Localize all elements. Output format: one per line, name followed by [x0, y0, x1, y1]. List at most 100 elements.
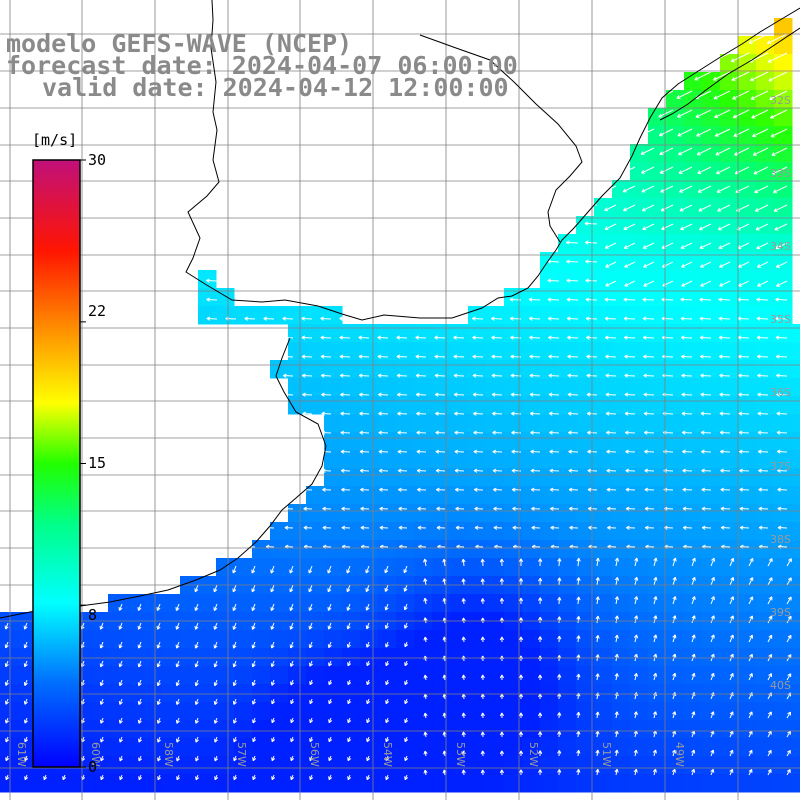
field-cell — [612, 486, 631, 505]
wind-arrow — [270, 660, 275, 668]
field-cell — [198, 630, 217, 649]
wind-arrow — [738, 430, 750, 435]
wind-arrow — [625, 506, 636, 511]
wind-arrow — [663, 506, 674, 511]
field-cell — [504, 720, 523, 739]
field-cell — [612, 522, 631, 541]
wind-arrow — [453, 392, 465, 397]
wind-arrow — [720, 487, 731, 492]
wind-arrow — [4, 679, 9, 686]
field-cell — [504, 540, 523, 559]
field-cell — [576, 594, 595, 613]
wind-arrow — [62, 774, 67, 781]
field-cell — [414, 522, 433, 541]
field-cell — [198, 306, 217, 325]
field-cell — [756, 468, 775, 487]
field-cell — [306, 540, 325, 559]
wind-arrow — [614, 576, 620, 586]
wind-arrow — [404, 755, 409, 762]
wind-arrow — [213, 641, 218, 649]
wind-arrow — [518, 597, 524, 605]
wind-arrow — [550, 506, 560, 511]
wind-arrow — [423, 693, 428, 700]
field-cell — [702, 450, 721, 469]
field-cell — [774, 630, 793, 649]
wind-arrow — [378, 411, 389, 416]
field-cell — [576, 450, 595, 469]
wind-arrow — [672, 634, 677, 643]
wind-arrow — [302, 392, 313, 397]
field-cell — [666, 522, 685, 541]
field-cell — [432, 378, 451, 397]
wind-arrow — [175, 603, 180, 611]
field-cell — [594, 486, 613, 505]
wind-arrow — [366, 774, 371, 781]
wind-arrow — [194, 717, 199, 724]
field-cell — [576, 648, 595, 667]
wind-arrow — [772, 185, 788, 194]
field-cell — [576, 540, 595, 559]
field-cell — [342, 522, 361, 541]
field-cell — [360, 540, 379, 559]
wind-arrow — [775, 242, 788, 250]
wind-arrow — [678, 166, 693, 174]
field-cell — [558, 702, 577, 721]
lon-label: 53W — [454, 742, 467, 767]
field-cell — [558, 558, 577, 577]
field-cell — [648, 396, 667, 415]
field-cell — [450, 378, 469, 397]
field-cell — [270, 774, 289, 793]
field-cell — [612, 324, 631, 343]
field-cell — [738, 162, 757, 181]
field-cell — [144, 666, 163, 685]
lagoon-outline — [659, 27, 800, 121]
field-cell — [378, 468, 397, 487]
field-cell — [270, 558, 289, 577]
wind-arrow — [644, 506, 655, 511]
field-cell — [396, 774, 415, 793]
field-cell — [738, 522, 757, 541]
field-cell — [360, 558, 379, 577]
wind-arrow — [232, 622, 237, 630]
wind-arrow — [282, 316, 294, 321]
wind-arrow — [320, 373, 332, 378]
wind-arrow — [385, 660, 390, 667]
wind-arrow — [397, 449, 408, 454]
field-cell — [666, 198, 685, 217]
wind-arrow — [738, 373, 750, 378]
field-cell — [126, 702, 145, 721]
wind-arrow — [595, 634, 600, 643]
wind-arrow — [341, 525, 351, 530]
wind-arrow — [518, 558, 524, 567]
wind-arrow — [403, 603, 408, 611]
field-cell — [288, 738, 307, 757]
lat-label: 40S — [770, 679, 791, 692]
field-cell — [720, 306, 739, 325]
wind-arrow — [604, 297, 617, 302]
field-cell — [558, 306, 577, 325]
field-cell — [774, 666, 793, 685]
field-cell — [144, 648, 163, 667]
field-cell — [468, 702, 487, 721]
field-cell — [396, 702, 415, 721]
field-cell — [720, 72, 739, 91]
wind-arrow — [786, 711, 792, 719]
wind-arrow — [24, 755, 29, 762]
field-cell — [378, 414, 397, 433]
wind-arrow — [499, 636, 505, 643]
field-cell — [774, 54, 793, 73]
wind-arrow — [195, 736, 199, 743]
field-cell — [180, 756, 199, 775]
field-cell — [648, 126, 667, 145]
wind-arrow — [436, 506, 446, 511]
wind-arrow — [625, 449, 636, 454]
field-cell — [252, 540, 271, 559]
wind-arrow — [340, 430, 351, 435]
field-cell — [594, 270, 613, 289]
field-cell — [594, 702, 613, 721]
wind-arrow — [454, 430, 465, 435]
field-cell — [126, 648, 145, 667]
wind-arrow — [584, 240, 598, 245]
wind-arrow — [366, 717, 371, 724]
field-cell — [432, 738, 451, 757]
